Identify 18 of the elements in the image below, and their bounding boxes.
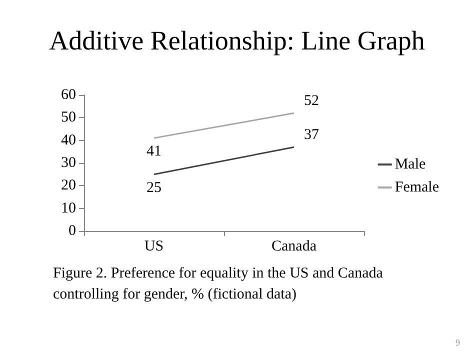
y-tick-label: 60 — [61, 87, 76, 103]
chart-title: Additive Relationship: Line Graph — [49, 26, 426, 56]
text: 9 — [456, 338, 460, 348]
data-label: 52 — [304, 93, 319, 110]
x-tick-label: Canada — [272, 238, 317, 254]
y-tick-label: 0 — [68, 223, 76, 239]
y-tick-label: 50 — [61, 110, 76, 126]
y-tick-label: 20 — [61, 178, 76, 194]
caption: Figure 2. Preference for equality in the US and Canada controlling for gender, % (fictional data) — [53, 266, 387, 302]
y-tick-label: 30 — [61, 155, 76, 171]
x-tick-label: US — [144, 238, 164, 254]
y-tick-label: 10 — [61, 200, 76, 216]
data-label: 41 — [146, 144, 162, 160]
y-tick-label: 40 — [61, 132, 76, 148]
legend-label: Male — [394, 156, 426, 172]
legend-label: Female — [394, 180, 440, 196]
data-label: 25 — [146, 180, 162, 196]
data-label: 37 — [304, 127, 320, 144]
